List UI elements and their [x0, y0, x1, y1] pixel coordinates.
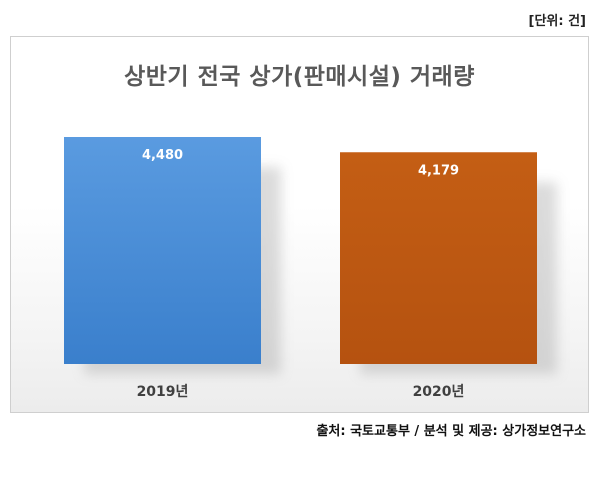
bar-1	[340, 152, 537, 364]
category-label-1: 2020년	[413, 384, 465, 400]
bar-0	[64, 137, 261, 364]
data-label-0: 4,480	[142, 148, 183, 163]
category-label-0: 2019년	[137, 384, 189, 400]
source-note: 출처: 국토교통부 / 분석 및 제공: 상가정보연구소	[316, 424, 586, 439]
chart-title: 상반기 전국 상가(판매시설) 거래량	[124, 64, 475, 90]
unit-label: [단위: 건]	[528, 14, 587, 29]
data-label-1: 4,179	[418, 163, 459, 178]
